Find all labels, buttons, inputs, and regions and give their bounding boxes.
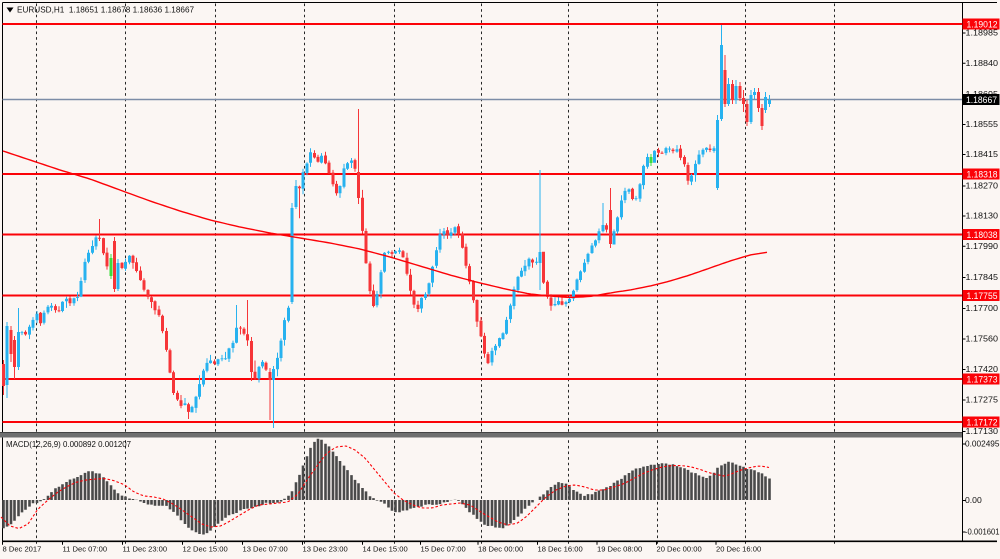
svg-text:1.17420: 1.17420 [966,364,999,374]
svg-text:8 Dec 2017: 8 Dec 2017 [3,545,42,554]
svg-text:1.18318: 1.18318 [967,169,998,179]
svg-text:13 Dec 07:00: 13 Dec 07:00 [243,545,288,554]
svg-text:18 Dec 00:00: 18 Dec 00:00 [478,545,523,554]
svg-text:1.18130: 1.18130 [966,211,999,221]
svg-text:11 Dec 07:00: 11 Dec 07:00 [63,545,108,554]
svg-text:1.17755: 1.17755 [967,291,998,301]
svg-text:1.17130: 1.17130 [966,426,999,436]
svg-text:1.17172: 1.17172 [967,417,998,427]
svg-text:0.002495: 0.002495 [965,439,1000,449]
svg-text:20 Dec 00:00: 20 Dec 00:00 [657,545,702,554]
svg-text:20 Dec 16:00: 20 Dec 16:00 [716,545,761,554]
svg-text:1.18038: 1.18038 [967,230,998,240]
svg-text:1.17275: 1.17275 [966,395,999,405]
svg-text:1.18667: 1.18667 [966,95,997,105]
svg-text:1.17560: 1.17560 [966,334,999,344]
svg-text:13 Dec 23:00: 13 Dec 23:00 [303,545,348,554]
svg-text:1.18270: 1.18270 [966,181,999,191]
svg-text:1.18555: 1.18555 [966,119,999,129]
svg-text:19 Dec 08:00: 19 Dec 08:00 [597,545,642,554]
svg-text:1.18415: 1.18415 [966,149,999,159]
svg-text:EURUSD,H1 1.18651 1.18678 1.1: EURUSD,H1 1.18651 1.18678 1.18636 1.1866… [17,6,195,15]
svg-text:1.18985: 1.18985 [966,28,999,38]
svg-text:1.17990: 1.17990 [966,241,999,251]
svg-text:12 Dec 15:00: 12 Dec 15:00 [183,545,228,554]
svg-text:1.17845: 1.17845 [966,272,999,282]
svg-text:14 Dec 15:00: 14 Dec 15:00 [363,545,408,554]
svg-text:0.00: 0.00 [965,495,982,505]
svg-text:15 Dec 07:00: 15 Dec 07:00 [421,545,466,554]
svg-text:1.18840: 1.18840 [966,58,999,68]
svg-text:1.17700: 1.17700 [966,303,999,313]
svg-text:-0.001601: -0.001601 [965,527,1000,537]
svg-text:1.17373: 1.17373 [967,374,998,384]
svg-text:11 Dec 23:00: 11 Dec 23:00 [123,545,168,554]
svg-text:MACD(12,26,9) 0.000892 0.00120: MACD(12,26,9) 0.000892 0.001207 [6,440,131,449]
svg-text:1.19012: 1.19012 [967,19,998,29]
svg-text:18 Dec 16:00: 18 Dec 16:00 [538,545,583,554]
